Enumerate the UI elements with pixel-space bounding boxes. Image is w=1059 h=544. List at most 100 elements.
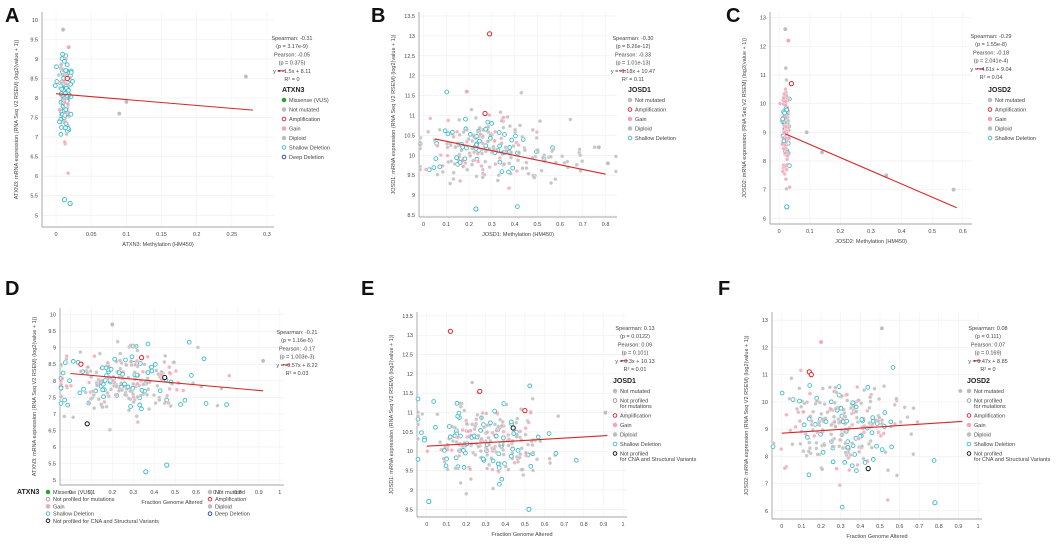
x-tick-label: 0 <box>69 490 72 496</box>
data-point <box>457 453 462 458</box>
legend-title: JOSD1 <box>613 378 636 385</box>
data-point <box>167 365 172 370</box>
data-point <box>495 178 500 183</box>
data-point <box>785 157 790 162</box>
y-tick-label: 9 <box>35 57 38 63</box>
data-point <box>514 434 519 439</box>
y-tick-label: 9 <box>765 427 768 433</box>
correlation-stat: Spearman: -0.29 <box>971 34 1012 40</box>
data-point <box>147 406 152 412</box>
data-point <box>431 165 437 170</box>
data-point <box>517 455 522 460</box>
data-point <box>780 169 785 174</box>
data-point <box>477 388 483 394</box>
data-point <box>479 416 484 421</box>
data-point <box>513 127 518 132</box>
data-point <box>128 389 133 394</box>
legend-label: Gain <box>635 117 647 123</box>
data-point <box>464 421 469 426</box>
legend-marker <box>966 388 972 394</box>
data-point <box>548 460 553 466</box>
data-point <box>480 410 485 416</box>
correlation-stat: Spearman: 0.08 <box>968 326 1007 332</box>
data-point <box>485 119 491 125</box>
data-point <box>833 406 838 411</box>
data-point <box>62 58 67 64</box>
data-point <box>496 468 501 474</box>
data-point <box>807 391 812 396</box>
y-tick-label: 11 <box>407 411 413 417</box>
x-tick-label: 0 <box>780 524 783 530</box>
data-point <box>870 418 876 424</box>
data-point <box>931 458 937 463</box>
data-point <box>153 401 158 406</box>
y-tick-label: 8.5 <box>48 362 56 368</box>
data-point <box>881 431 886 436</box>
data-point <box>85 365 91 370</box>
data-point <box>60 51 65 57</box>
y-tick-label: 12 <box>407 372 413 378</box>
data-point <box>480 175 485 180</box>
data-point <box>449 159 454 164</box>
data-point <box>827 385 832 390</box>
data-point <box>68 111 74 117</box>
data-point <box>450 438 455 444</box>
x-tick-label: 0.4 <box>501 522 509 528</box>
data-point <box>509 150 514 155</box>
data-point <box>62 100 67 105</box>
data-point <box>502 162 507 167</box>
data-point <box>502 132 507 137</box>
data-point <box>457 117 462 122</box>
data-point <box>811 409 816 414</box>
data-point <box>958 388 963 394</box>
correlation-stat: R² = 0.03 <box>286 371 309 377</box>
data-point <box>833 424 838 429</box>
regression-line <box>785 133 957 209</box>
legend-label: Gain <box>53 504 65 510</box>
legend-marker <box>612 451 618 456</box>
data-point <box>520 166 525 171</box>
data-point <box>534 130 539 135</box>
data-point <box>485 466 490 471</box>
x-tick-label: 0 <box>55 232 58 238</box>
data-point <box>492 408 497 414</box>
regression-line <box>434 138 606 175</box>
data-point <box>825 410 830 415</box>
data-point <box>787 163 792 169</box>
data-point <box>862 388 867 393</box>
data-point <box>487 113 492 118</box>
legend-label: Shallow Deletion <box>620 442 661 448</box>
data-point <box>562 160 567 165</box>
data-point <box>849 463 855 469</box>
legend-marker <box>207 511 213 516</box>
legend-marker <box>207 496 213 502</box>
data-point <box>879 421 885 426</box>
legend-marker <box>627 135 633 141</box>
data-point <box>468 477 473 482</box>
data-point <box>860 444 865 449</box>
y-tick-label: 13 <box>407 333 413 339</box>
legend-label: Not profiled <box>974 452 1002 458</box>
x-axis-label: Fraction Genome Altered <box>846 534 907 540</box>
panel-e: E 8.5 9 9.5 10 10.5 11 11.5 12 12.5 13 13.5 0 0.1 0.2… <box>353 272 706 544</box>
data-point <box>507 161 512 166</box>
data-point <box>909 432 914 437</box>
panel-f: F 6 7 8 9 10 11 12 13 0 0.1 0.2 0.3 0.4 0.5 0.6 0.7 0.8 0… <box>706 272 1059 544</box>
legend-marker <box>612 422 618 428</box>
data-point <box>809 422 814 427</box>
data-point <box>530 127 535 132</box>
data-point <box>519 90 524 95</box>
legend-marker <box>966 413 972 418</box>
data-point <box>473 206 479 212</box>
data-point <box>501 452 506 457</box>
data-point <box>135 381 140 386</box>
data-point <box>139 406 144 412</box>
data-point <box>885 498 890 503</box>
correlation-stat: y = -1.18x + 10.47 <box>611 69 655 75</box>
data-point <box>425 449 430 454</box>
y-tick-label: 10 <box>32 18 38 24</box>
y-tick-label: 12 <box>762 345 768 351</box>
data-point <box>479 436 484 441</box>
x-tick-label: 0.1 <box>88 490 96 496</box>
data-point <box>853 404 859 410</box>
